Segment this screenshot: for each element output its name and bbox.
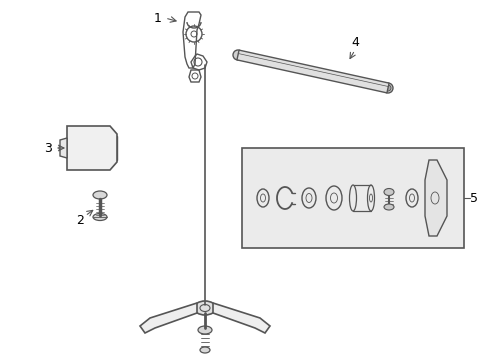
Text: 3: 3 (44, 141, 52, 154)
Polygon shape (213, 303, 269, 333)
Ellipse shape (93, 213, 107, 220)
Text: 1: 1 (154, 12, 162, 24)
Polygon shape (67, 126, 117, 170)
Ellipse shape (194, 301, 216, 315)
Ellipse shape (232, 50, 243, 60)
Text: 2: 2 (76, 213, 84, 226)
Polygon shape (140, 303, 197, 333)
Ellipse shape (83, 133, 111, 163)
Ellipse shape (200, 347, 209, 353)
Polygon shape (424, 160, 446, 236)
Ellipse shape (198, 326, 212, 334)
Circle shape (384, 85, 390, 91)
Ellipse shape (382, 83, 392, 93)
Bar (242, 148, 463, 248)
FancyBboxPatch shape (110, 136, 117, 160)
Ellipse shape (383, 189, 393, 195)
Text: 5: 5 (469, 192, 477, 204)
Polygon shape (237, 50, 388, 93)
Ellipse shape (93, 191, 107, 199)
Ellipse shape (383, 204, 393, 210)
Ellipse shape (349, 185, 356, 211)
Polygon shape (60, 138, 67, 158)
Text: 4: 4 (350, 36, 358, 49)
